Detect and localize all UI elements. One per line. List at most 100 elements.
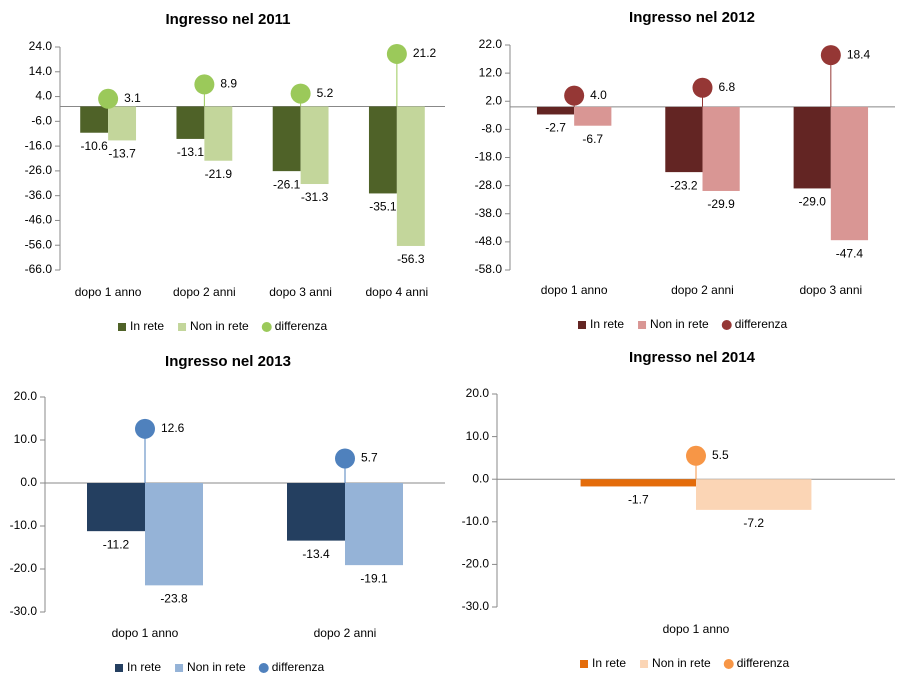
data-label: 6.8 bbox=[719, 80, 736, 94]
legend-label: In rete bbox=[590, 317, 624, 331]
data-label: -13.4 bbox=[302, 547, 330, 561]
bar bbox=[345, 483, 403, 566]
bar bbox=[574, 106, 612, 126]
data-label: -1.7 bbox=[628, 493, 649, 507]
data-label: -35.1 bbox=[369, 200, 397, 214]
legend-label: Non in rete bbox=[650, 317, 709, 331]
bar bbox=[204, 106, 233, 161]
legend-label: In rete bbox=[592, 656, 626, 670]
x-tick-label: dopo 2 anni bbox=[173, 285, 236, 299]
legend-label: differenza bbox=[737, 656, 790, 670]
data-label: -47.4 bbox=[836, 246, 864, 260]
legend-marker bbox=[118, 323, 126, 331]
lollipop-dot bbox=[290, 83, 311, 104]
lollipop-dot bbox=[194, 74, 215, 95]
legend-label: differenza bbox=[735, 317, 788, 331]
x-tick-label: dopo 3 anni bbox=[799, 283, 862, 297]
lollipop-dot bbox=[686, 445, 706, 466]
data-label: 5.5 bbox=[712, 448, 729, 462]
y-tick-label: -58.0 bbox=[475, 262, 503, 276]
legend-marker bbox=[578, 321, 586, 329]
data-label: 5.2 bbox=[317, 86, 334, 100]
y-tick-label: 0.0 bbox=[20, 475, 37, 489]
data-label: 12.6 bbox=[161, 421, 185, 435]
y-tick-label: -10.0 bbox=[10, 518, 38, 532]
legend-marker bbox=[178, 323, 187, 331]
y-tick-label: 4.0 bbox=[35, 89, 52, 103]
data-label: -21.9 bbox=[205, 167, 233, 181]
lollipop-dot bbox=[692, 77, 713, 98]
y-tick-label: 24.0 bbox=[29, 39, 53, 53]
x-tick-label: dopo 3 anni bbox=[269, 285, 332, 299]
bar bbox=[272, 106, 301, 172]
data-label: -19.1 bbox=[360, 571, 388, 585]
lollipop-dot bbox=[564, 85, 585, 106]
data-label: -26.1 bbox=[273, 177, 301, 191]
legend-marker bbox=[175, 664, 184, 672]
bar bbox=[176, 106, 205, 139]
x-tick-label: dopo 1 anno bbox=[75, 285, 142, 299]
data-label: 5.7 bbox=[361, 451, 378, 465]
bar bbox=[300, 106, 329, 185]
bar bbox=[793, 106, 831, 189]
bar bbox=[580, 479, 696, 487]
y-tick-label: 14.0 bbox=[29, 64, 53, 78]
bar bbox=[665, 106, 703, 173]
y-tick-label: 20.0 bbox=[14, 389, 38, 403]
y-tick-label: -66.0 bbox=[25, 262, 53, 276]
data-label: -6.7 bbox=[582, 132, 603, 146]
legend-marker bbox=[721, 320, 732, 330]
legend-label: Non in rete bbox=[187, 660, 246, 674]
data-label: -11.2 bbox=[103, 537, 130, 551]
y-tick-label: 22.0 bbox=[479, 37, 503, 51]
y-tick-label: -20.0 bbox=[10, 561, 38, 575]
legend-marker bbox=[638, 321, 647, 329]
x-tick-label: dopo 1 anno bbox=[541, 283, 608, 297]
bar bbox=[368, 106, 397, 194]
bar bbox=[696, 479, 812, 510]
lollipop-dot bbox=[820, 45, 841, 66]
data-label: -23.2 bbox=[670, 178, 698, 192]
bar bbox=[287, 483, 345, 541]
bar bbox=[80, 106, 109, 133]
bar bbox=[396, 106, 425, 246]
legend-marker bbox=[640, 660, 649, 668]
data-label: -13.7 bbox=[108, 147, 136, 161]
legend-label: differenza bbox=[272, 660, 325, 674]
x-tick-label: dopo 2 anni bbox=[671, 283, 734, 297]
x-tick-label: dopo 4 anni bbox=[366, 285, 429, 299]
legend-label: Non in rete bbox=[652, 656, 711, 670]
legend-marker bbox=[723, 659, 734, 669]
legend-marker bbox=[580, 660, 588, 668]
y-tick-label: -46.0 bbox=[25, 213, 53, 227]
y-tick-label: -30.0 bbox=[10, 604, 38, 618]
legend-label: In rete bbox=[130, 319, 164, 333]
data-label: 8.9 bbox=[220, 77, 237, 91]
bar bbox=[536, 106, 575, 115]
y-tick-label: -6.0 bbox=[31, 114, 52, 128]
data-label: -29.9 bbox=[707, 197, 735, 211]
data-label: 4.0 bbox=[590, 88, 607, 102]
x-tick-label: dopo 1 anno bbox=[112, 626, 179, 640]
lollipop-dot bbox=[135, 418, 155, 439]
lollipop-dot bbox=[98, 88, 119, 109]
y-tick-label: 10.0 bbox=[14, 432, 38, 446]
y-tick-label: 2.0 bbox=[485, 93, 502, 107]
data-label: -23.8 bbox=[160, 592, 188, 606]
chart-title: Ingresso nel 2014 bbox=[629, 349, 756, 366]
bar bbox=[702, 106, 740, 191]
y-tick-label: -10.0 bbox=[462, 514, 490, 528]
legend-marker bbox=[261, 322, 272, 332]
bar bbox=[145, 483, 203, 586]
legend-label: In rete bbox=[127, 660, 161, 674]
data-label: 18.4 bbox=[847, 47, 871, 61]
x-tick-label: dopo 1 anno bbox=[663, 622, 730, 636]
y-tick-label: -8.0 bbox=[481, 122, 502, 136]
chart-title: Ingresso nel 2011 bbox=[165, 11, 290, 28]
y-tick-label: 12.0 bbox=[479, 65, 503, 79]
y-tick-label: -38.0 bbox=[475, 206, 503, 220]
legend-label: differenza bbox=[275, 319, 328, 333]
legend-label: Non in rete bbox=[190, 319, 249, 333]
data-label: 3.1 bbox=[124, 91, 141, 105]
